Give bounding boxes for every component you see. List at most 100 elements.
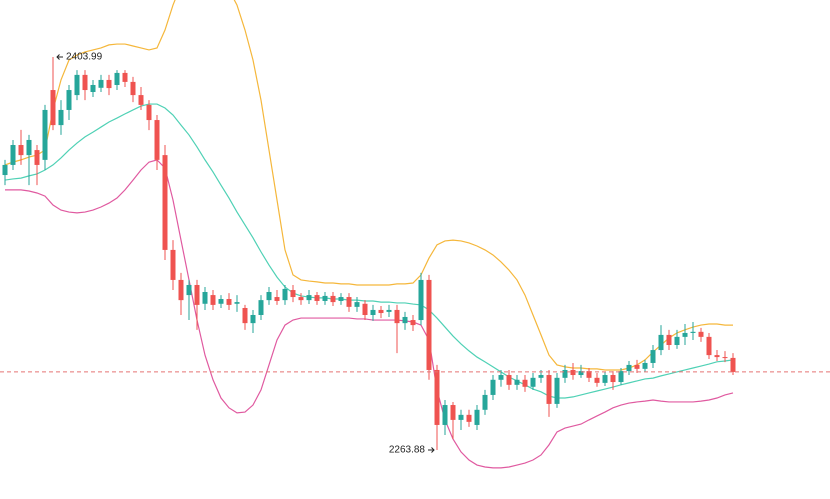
candle-body: [658, 334, 664, 351]
candle-body: [50, 90, 56, 126]
candle-body: [722, 357, 728, 359]
candle-body: [698, 331, 704, 337]
candle-body: [706, 336, 712, 356]
candle-body: [346, 297, 352, 307]
candle-body: [202, 291, 208, 304]
candle-body: [650, 350, 656, 363]
candle-body: [610, 375, 616, 383]
candle-body: [730, 357, 736, 372]
candle-body: [570, 369, 576, 376]
candle-body: [586, 371, 592, 378]
candle-body: [170, 249, 176, 280]
high-label: 2403.99: [66, 52, 103, 63]
candle-body: [2, 164, 8, 176]
candle-body: [274, 297, 280, 301]
candle-body: [442, 405, 448, 425]
candle-body: [482, 394, 488, 410]
candle-body: [418, 279, 424, 321]
candle-body: [506, 375, 512, 385]
candle-body: [98, 79, 104, 88]
candle-body: [18, 145, 24, 156]
candle-body: [210, 295, 216, 305]
candle-body: [690, 331, 696, 333]
candle-body: [242, 307, 248, 324]
candle-body: [642, 362, 648, 369]
candle-body: [306, 295, 312, 301]
candle-body: [74, 74, 80, 96]
band-line: [5, 159, 734, 469]
candle-body: [194, 284, 200, 305]
candle-body: [434, 369, 440, 425]
candle-body: [282, 288, 288, 301]
candle-body: [682, 332, 688, 337]
candle-body: [314, 295, 320, 301]
candle-body: [338, 297, 344, 301]
candle-body: [226, 299, 232, 305]
candle-body: [266, 291, 272, 301]
candle-body: [250, 314, 256, 324]
candle-body: [130, 81, 136, 96]
candle-body: [514, 379, 520, 385]
candle-body: [490, 379, 496, 395]
candle-body: [34, 150, 40, 165]
candle-body: [370, 309, 376, 315]
candle-body: [26, 139, 32, 156]
candle-body: [666, 334, 672, 346]
candle-body: [594, 377, 600, 383]
candle-body: [66, 90, 72, 110]
candle-body: [258, 300, 264, 315]
candle-body: [522, 379, 528, 387]
labels: 2403.99 2263.88: [56, 52, 435, 456]
band-line: [4, 103, 734, 399]
candle-body: [154, 120, 160, 160]
band-line: [4, 0, 733, 371]
candle-body: [530, 377, 536, 387]
candle-body: [82, 74, 88, 91]
candle-body: [186, 284, 192, 296]
candle-body: [354, 302, 360, 307]
candle-body: [330, 295, 336, 303]
candle-body: [466, 414, 472, 422]
candle-body: [458, 414, 464, 420]
candle-body: [394, 309, 400, 324]
candle-body: [674, 336, 680, 346]
candle-body: [450, 405, 456, 420]
candle-body: [138, 95, 144, 105]
candle-body: [362, 303, 368, 315]
candle-body: [474, 409, 480, 425]
candle-body: [218, 299, 224, 304]
candle-body: [178, 279, 184, 301]
candle-body: [602, 375, 608, 383]
candle-body: [634, 364, 640, 369]
candle-body: [546, 375, 552, 404]
candle-body: [298, 297, 304, 301]
candle-body: [562, 369, 568, 378]
candle-body: [162, 155, 168, 250]
candle-body: [122, 72, 128, 82]
candle-body: [234, 302, 240, 304]
candle-body: [626, 364, 632, 372]
candle-body: [106, 79, 112, 89]
candle-body: [10, 145, 16, 165]
candle-body: [322, 295, 328, 301]
low-label: 2263.88: [389, 445, 426, 456]
candle-body: [538, 375, 544, 378]
candle-body: [90, 84, 96, 93]
candle-body: [114, 72, 120, 85]
candle-body: [410, 320, 416, 326]
candle-body: [426, 279, 432, 370]
arrow: [56, 54, 63, 60]
candle-body: [290, 290, 296, 298]
bands: [4, 0, 734, 469]
candle-body: [402, 316, 408, 324]
candle-body: [714, 355, 720, 358]
candle-body: [58, 109, 64, 126]
candle-body: [554, 377, 560, 404]
arrow: [428, 447, 435, 453]
candle-body: [578, 371, 584, 376]
candle-body: [42, 109, 48, 160]
candle-body: [146, 104, 152, 121]
